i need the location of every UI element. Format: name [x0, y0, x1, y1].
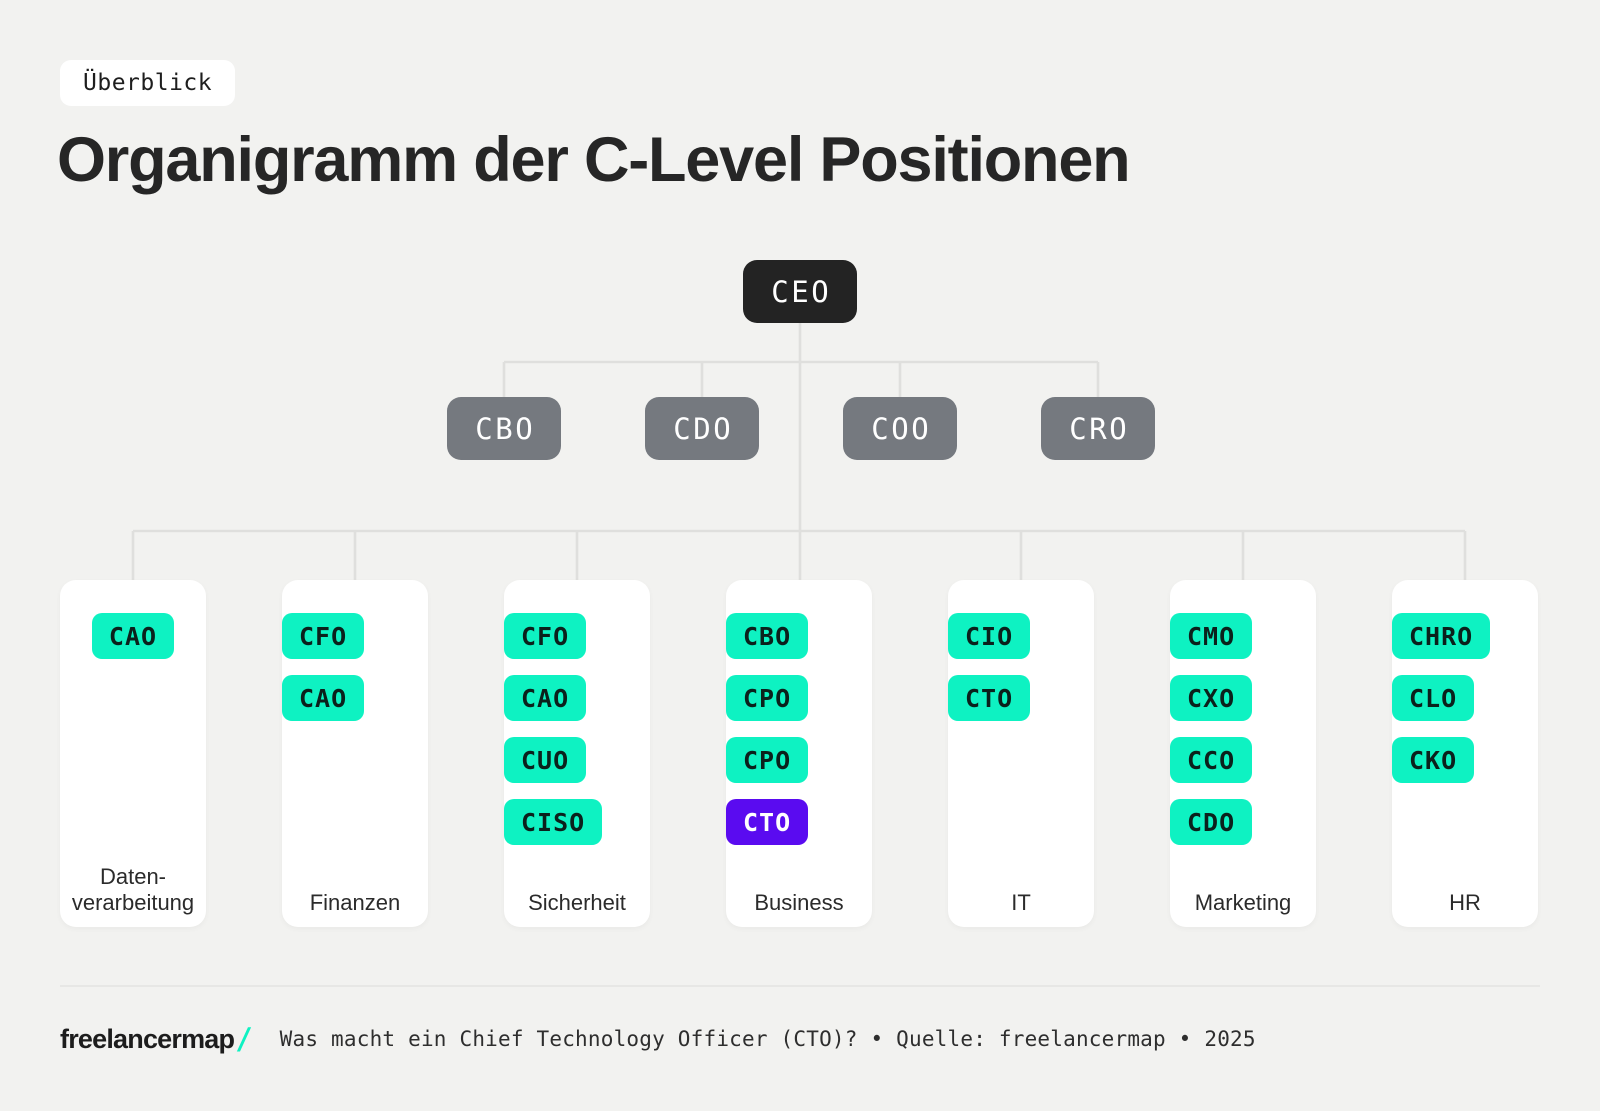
department-label: Business: [726, 890, 872, 916]
role-chip-list: CIO CTO: [948, 613, 1094, 737]
role-chip: CTO: [726, 799, 809, 845]
org-node-coo: COO: [843, 397, 957, 460]
role-chip: CAO: [91, 613, 175, 659]
department-card: CIO CTO IT: [948, 580, 1094, 927]
role-chip-list: CFO CAO: [282, 613, 428, 737]
role-chip: CAO: [282, 675, 365, 721]
department-label: Sicherheit: [504, 890, 650, 916]
role-chip-list: CHRO CLO CKO: [1392, 613, 1538, 799]
role-chip: CFO: [504, 613, 587, 659]
department-label: HR: [1392, 890, 1538, 916]
freelancermap-logo: freelancermap: [60, 1023, 235, 1054]
overview-badge: Überblick: [60, 60, 236, 106]
role-chip: CAO: [504, 675, 587, 721]
role-chip: CXO: [1170, 675, 1253, 721]
department-card: CFO CAO Finanzen: [282, 580, 428, 927]
role-chip: CHRO: [1392, 613, 1491, 659]
role-chip-list: CFO CAO CUO CISO: [504, 613, 650, 861]
role-chip: CTO: [948, 675, 1031, 721]
role-chip: CPO: [726, 737, 809, 783]
department-label-line: Daten-: [99, 864, 167, 890]
department-card: CAO Daten-verarbeitung: [60, 580, 206, 927]
role-chip: CISO: [504, 799, 603, 845]
org-node-cbo: CBO: [447, 397, 561, 460]
department-label-line: Marketing: [1194, 890, 1292, 916]
org-node-label: CRO: [1069, 411, 1130, 446]
logo-slash-icon: /: [235, 1022, 253, 1056]
role-chip: CBO: [726, 613, 809, 659]
role-chip: CMO: [1170, 613, 1253, 659]
role-chip-list: CBO CPO CPO CTO: [726, 613, 872, 861]
role-chip: CKO: [1392, 737, 1475, 783]
connector-path: [131, 323, 1467, 581]
department-label-line: verarbeitung: [71, 890, 195, 916]
role-chip: CUO: [504, 737, 587, 783]
footer-divider: [60, 985, 1540, 987]
department-label: IT: [948, 890, 1094, 916]
org-node-cdo: CDO: [645, 397, 759, 460]
department-label-line: Sicherheit: [528, 890, 626, 916]
department-card: CFO CAO CUO CISO Sicherheit: [504, 580, 650, 927]
org-node-label: CEO: [771, 274, 832, 309]
department-label-line: Finanzen: [309, 890, 401, 916]
department-label: Finanzen: [282, 890, 428, 916]
org-node-cro: CRO: [1041, 397, 1155, 460]
page-title: Organigramm der C-Level Positionen: [57, 125, 1131, 195]
role-chip: CCO: [1170, 737, 1253, 783]
org-node-label: COO: [871, 411, 932, 446]
footer: freelancermap / Was macht ein Chief Tech…: [60, 1018, 1256, 1060]
department-label-line: HR: [1449, 890, 1481, 916]
org-node-ceo: CEO: [743, 260, 857, 323]
department-label-line: IT: [1011, 890, 1031, 916]
role-chip-list: CAO: [91, 613, 175, 675]
department-label-line: Business: [754, 890, 844, 916]
overview-badge-label: Überblick: [83, 70, 213, 96]
role-chip: CLO: [1392, 675, 1475, 721]
department-label: Daten-verarbeitung: [60, 864, 206, 916]
role-chip: CDO: [1170, 799, 1253, 845]
role-chip: CFO: [282, 613, 365, 659]
department-card: CBO CPO CPO CTO Business: [726, 580, 872, 927]
org-node-label: CBO: [475, 411, 536, 446]
department-card: CMO CXO CCO CDO Marketing: [1170, 580, 1316, 927]
department-card: CHRO CLO CKO HR: [1392, 580, 1538, 927]
org-node-label: CDO: [673, 411, 734, 446]
footer-tagline: Was macht ein Chief Technology Officer (…: [279, 1027, 1256, 1051]
role-chip-list: CMO CXO CCO CDO: [1170, 613, 1316, 861]
role-chip: CPO: [726, 675, 809, 721]
role-chip: CIO: [948, 613, 1031, 659]
department-label: Marketing: [1170, 890, 1316, 916]
